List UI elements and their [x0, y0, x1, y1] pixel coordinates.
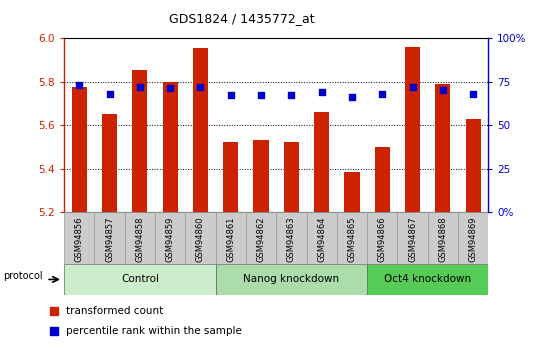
Point — [317, 89, 326, 95]
Bar — [102, 114, 117, 212]
Bar — [435, 84, 450, 212]
Bar — [458, 212, 488, 264]
Point — [469, 91, 478, 97]
Bar — [337, 212, 367, 264]
Point — [257, 93, 266, 98]
Bar — [367, 212, 397, 264]
Point — [166, 86, 175, 91]
Bar — [155, 212, 185, 264]
Bar — [64, 212, 94, 264]
Text: Oct4 knockdown: Oct4 knockdown — [384, 275, 471, 284]
Bar — [405, 47, 420, 212]
Text: Nanog knockdown: Nanog knockdown — [243, 275, 339, 284]
Bar — [314, 112, 329, 212]
Text: GSM94860: GSM94860 — [196, 216, 205, 262]
Text: GSM94866: GSM94866 — [378, 216, 387, 262]
Bar — [374, 147, 390, 212]
Bar — [185, 212, 215, 264]
Point — [75, 82, 84, 88]
Text: GSM94857: GSM94857 — [105, 216, 114, 262]
Bar — [465, 119, 480, 212]
Bar — [284, 142, 299, 212]
Text: transformed count: transformed count — [66, 306, 163, 316]
Bar — [246, 212, 276, 264]
Point — [463, 249, 472, 255]
Text: GSM94859: GSM94859 — [166, 216, 175, 262]
Text: GSM94867: GSM94867 — [408, 216, 417, 262]
Bar — [64, 264, 215, 295]
Point — [378, 91, 387, 97]
Text: GSM94865: GSM94865 — [348, 216, 357, 262]
Bar — [367, 264, 488, 295]
Text: GSM94868: GSM94868 — [439, 216, 448, 262]
Point — [439, 87, 448, 93]
Text: GSM94858: GSM94858 — [136, 216, 145, 262]
Point — [287, 93, 296, 98]
Text: GSM94862: GSM94862 — [257, 216, 266, 262]
Text: GSM94869: GSM94869 — [469, 216, 478, 262]
Text: GDS1824 / 1435772_at: GDS1824 / 1435772_at — [170, 12, 315, 25]
Text: Control: Control — [121, 275, 159, 284]
Point — [196, 84, 205, 89]
Bar — [94, 212, 125, 264]
Bar — [193, 48, 208, 212]
Text: percentile rank within the sample: percentile rank within the sample — [66, 326, 242, 335]
Bar — [427, 212, 458, 264]
Bar — [125, 212, 155, 264]
Point — [227, 93, 235, 98]
Bar — [215, 212, 246, 264]
Bar — [253, 140, 268, 212]
Bar — [215, 264, 367, 295]
Text: GSM94864: GSM94864 — [317, 216, 326, 262]
Bar — [132, 70, 147, 212]
Bar — [223, 142, 238, 212]
Text: protocol: protocol — [3, 272, 43, 281]
Text: GSM94863: GSM94863 — [287, 216, 296, 262]
Point — [136, 84, 145, 89]
Point — [105, 91, 114, 97]
Point — [463, 73, 472, 79]
Bar — [276, 212, 306, 264]
Bar — [344, 172, 359, 212]
Point — [348, 95, 357, 100]
Point — [408, 84, 417, 89]
Bar — [72, 87, 87, 212]
Bar — [306, 212, 337, 264]
Bar — [162, 81, 178, 212]
Bar — [397, 212, 427, 264]
Text: GSM94856: GSM94856 — [75, 216, 84, 262]
Text: GSM94861: GSM94861 — [227, 216, 235, 262]
